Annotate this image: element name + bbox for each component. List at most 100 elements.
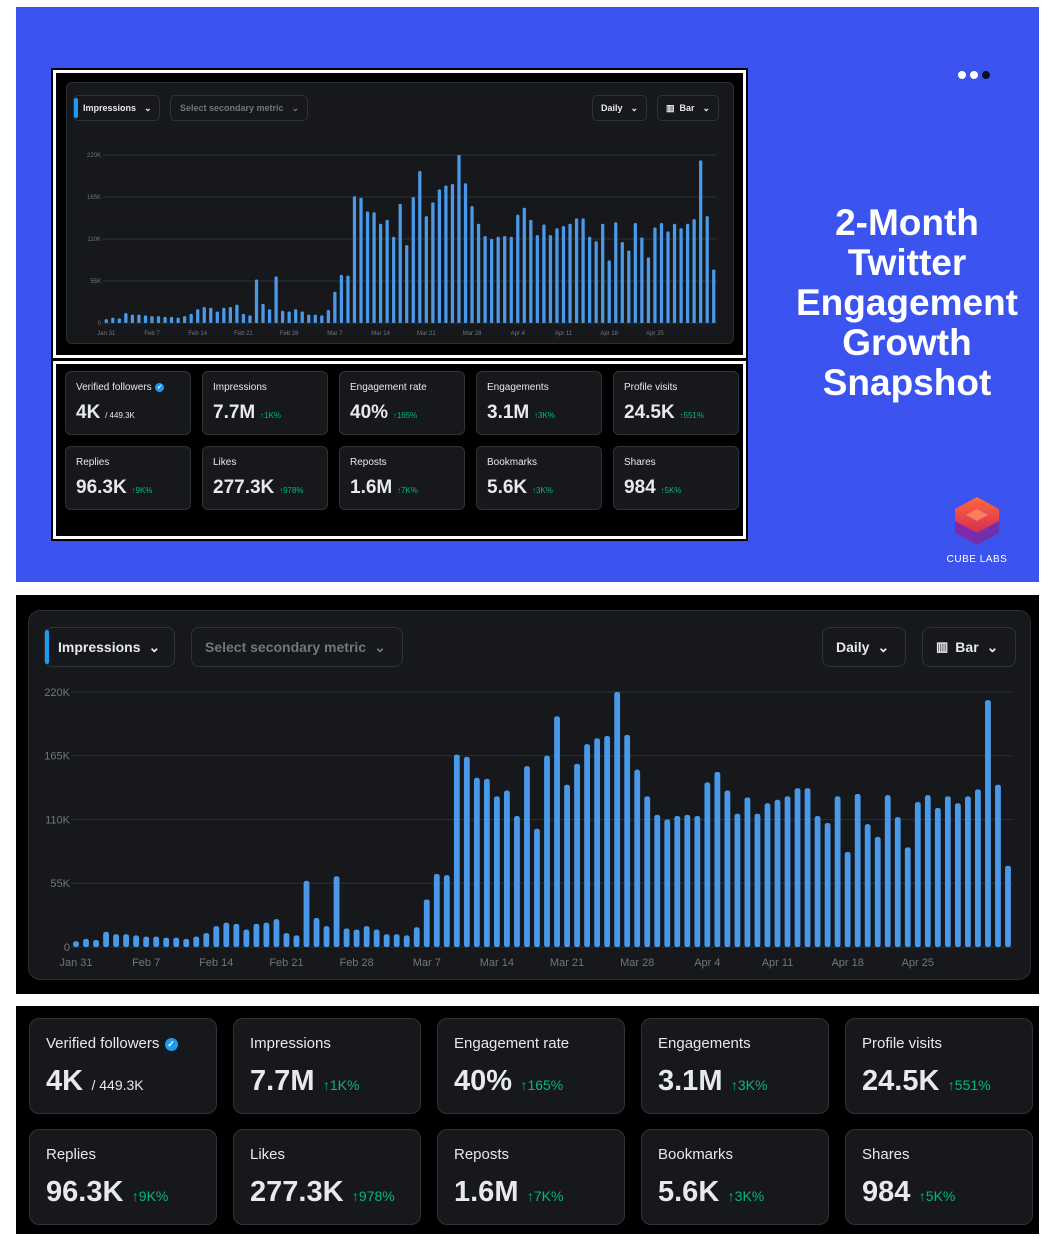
bar[interactable] [784,796,791,947]
bar[interactable] [704,782,711,947]
bar[interactable] [294,309,298,323]
stat-card[interactable]: Bookmarks 5.6K ↑3K% [476,446,602,510]
bar[interactable] [433,873,440,947]
bar[interactable] [574,763,580,947]
bar[interactable] [834,796,841,947]
stat-card[interactable]: Reposts 1.6M ↑7K% [339,446,465,510]
bar[interactable] [346,275,350,323]
more-options-icon[interactable] [958,71,990,79]
bar[interactable] [620,242,624,323]
bar[interactable] [672,223,677,323]
bar[interactable] [684,814,691,947]
bar[interactable] [153,936,160,947]
bar[interactable] [535,235,540,323]
bar[interactable] [303,880,310,947]
bar[interactable] [844,851,851,947]
bar[interactable] [574,218,579,323]
bar[interactable] [143,936,150,947]
bar[interactable] [734,813,741,947]
bar[interactable] [193,936,200,947]
bar[interactable] [524,766,530,947]
bar[interactable] [934,807,941,947]
bar[interactable] [183,938,190,947]
bar[interactable] [143,315,148,323]
bar[interactable] [646,257,651,323]
bar[interactable] [884,795,891,947]
bar[interactable] [794,788,801,947]
bar[interactable] [554,716,560,947]
bar[interactable] [223,922,230,947]
bar[interactable] [123,934,130,947]
bar[interactable] [104,319,108,323]
bar[interactable] [83,938,89,947]
bar[interactable] [274,276,278,323]
stat-card[interactable]: Profile visits 24.5K ↑551% [613,371,739,435]
metric-select[interactable]: Impressions ⌄ [44,627,175,667]
stat-card[interactable]: Shares 984 ↑5K% [845,1129,1033,1225]
bar[interactable] [163,937,170,947]
bar[interactable] [694,816,701,947]
bar[interactable] [614,222,618,323]
bar[interactable] [215,311,219,323]
bar[interactable] [326,310,330,323]
bar[interactable] [954,803,961,947]
bar[interactable] [548,235,553,323]
bar[interactable] [363,926,370,947]
bar[interactable] [385,219,389,323]
bar[interactable] [137,314,141,323]
bar[interactable] [307,314,311,323]
bar[interactable] [213,926,220,947]
bar[interactable] [150,316,154,323]
bar[interactable] [522,207,526,323]
stat-card[interactable]: Verified followers ✓ 4K/ 449.3K [65,371,191,435]
bar[interactable] [372,212,376,323]
bar[interactable] [450,184,455,323]
bar[interactable] [413,927,420,947]
bar[interactable] [383,934,390,947]
bar[interactable] [189,313,193,323]
bar[interactable] [493,796,500,947]
bar[interactable] [503,235,507,323]
bar[interactable] [403,935,410,947]
bar[interactable] [313,918,320,947]
bar[interactable] [664,819,671,948]
bar[interactable] [514,816,520,947]
bar[interactable] [509,236,513,323]
bar[interactable] [604,736,611,947]
bar[interactable] [644,796,651,947]
bar[interactable] [944,796,951,947]
bar[interactable] [654,814,661,947]
bar[interactable] [476,223,481,323]
bar[interactable] [418,171,422,323]
bar[interactable] [666,231,670,323]
stat-card[interactable]: Verified followers ✓ 4K/ 449.3K [29,1018,217,1114]
bar[interactable] [261,303,265,323]
bar[interactable] [594,241,598,323]
stat-card[interactable]: Likes 277.3K ↑978% [233,1129,421,1225]
bar[interactable] [267,309,272,323]
bar[interactable] [692,219,696,323]
bar[interactable] [614,692,621,947]
bar[interactable] [398,203,402,323]
bar[interactable] [904,847,911,947]
bar[interactable] [854,794,861,947]
bar[interactable] [228,306,233,323]
bar[interactable] [640,237,644,323]
bar[interactable] [504,790,510,947]
bar[interactable] [964,796,971,947]
bar[interactable] [203,933,210,947]
bar[interactable] [405,245,409,323]
bar[interactable] [584,744,591,947]
stat-card[interactable]: Reposts 1.6M ↑7K% [437,1129,625,1225]
bar[interactable] [352,196,357,323]
bar[interactable] [473,777,480,947]
bar[interactable] [343,928,350,947]
bar[interactable] [544,755,550,947]
bar[interactable] [568,223,572,323]
bar[interactable] [373,929,380,947]
bar[interactable] [601,223,605,323]
thumb-interval-select[interactable]: Daily ⌄ [592,95,647,121]
bar[interactable] [985,700,991,947]
bar[interactable] [273,919,280,947]
bar[interactable] [463,756,470,947]
